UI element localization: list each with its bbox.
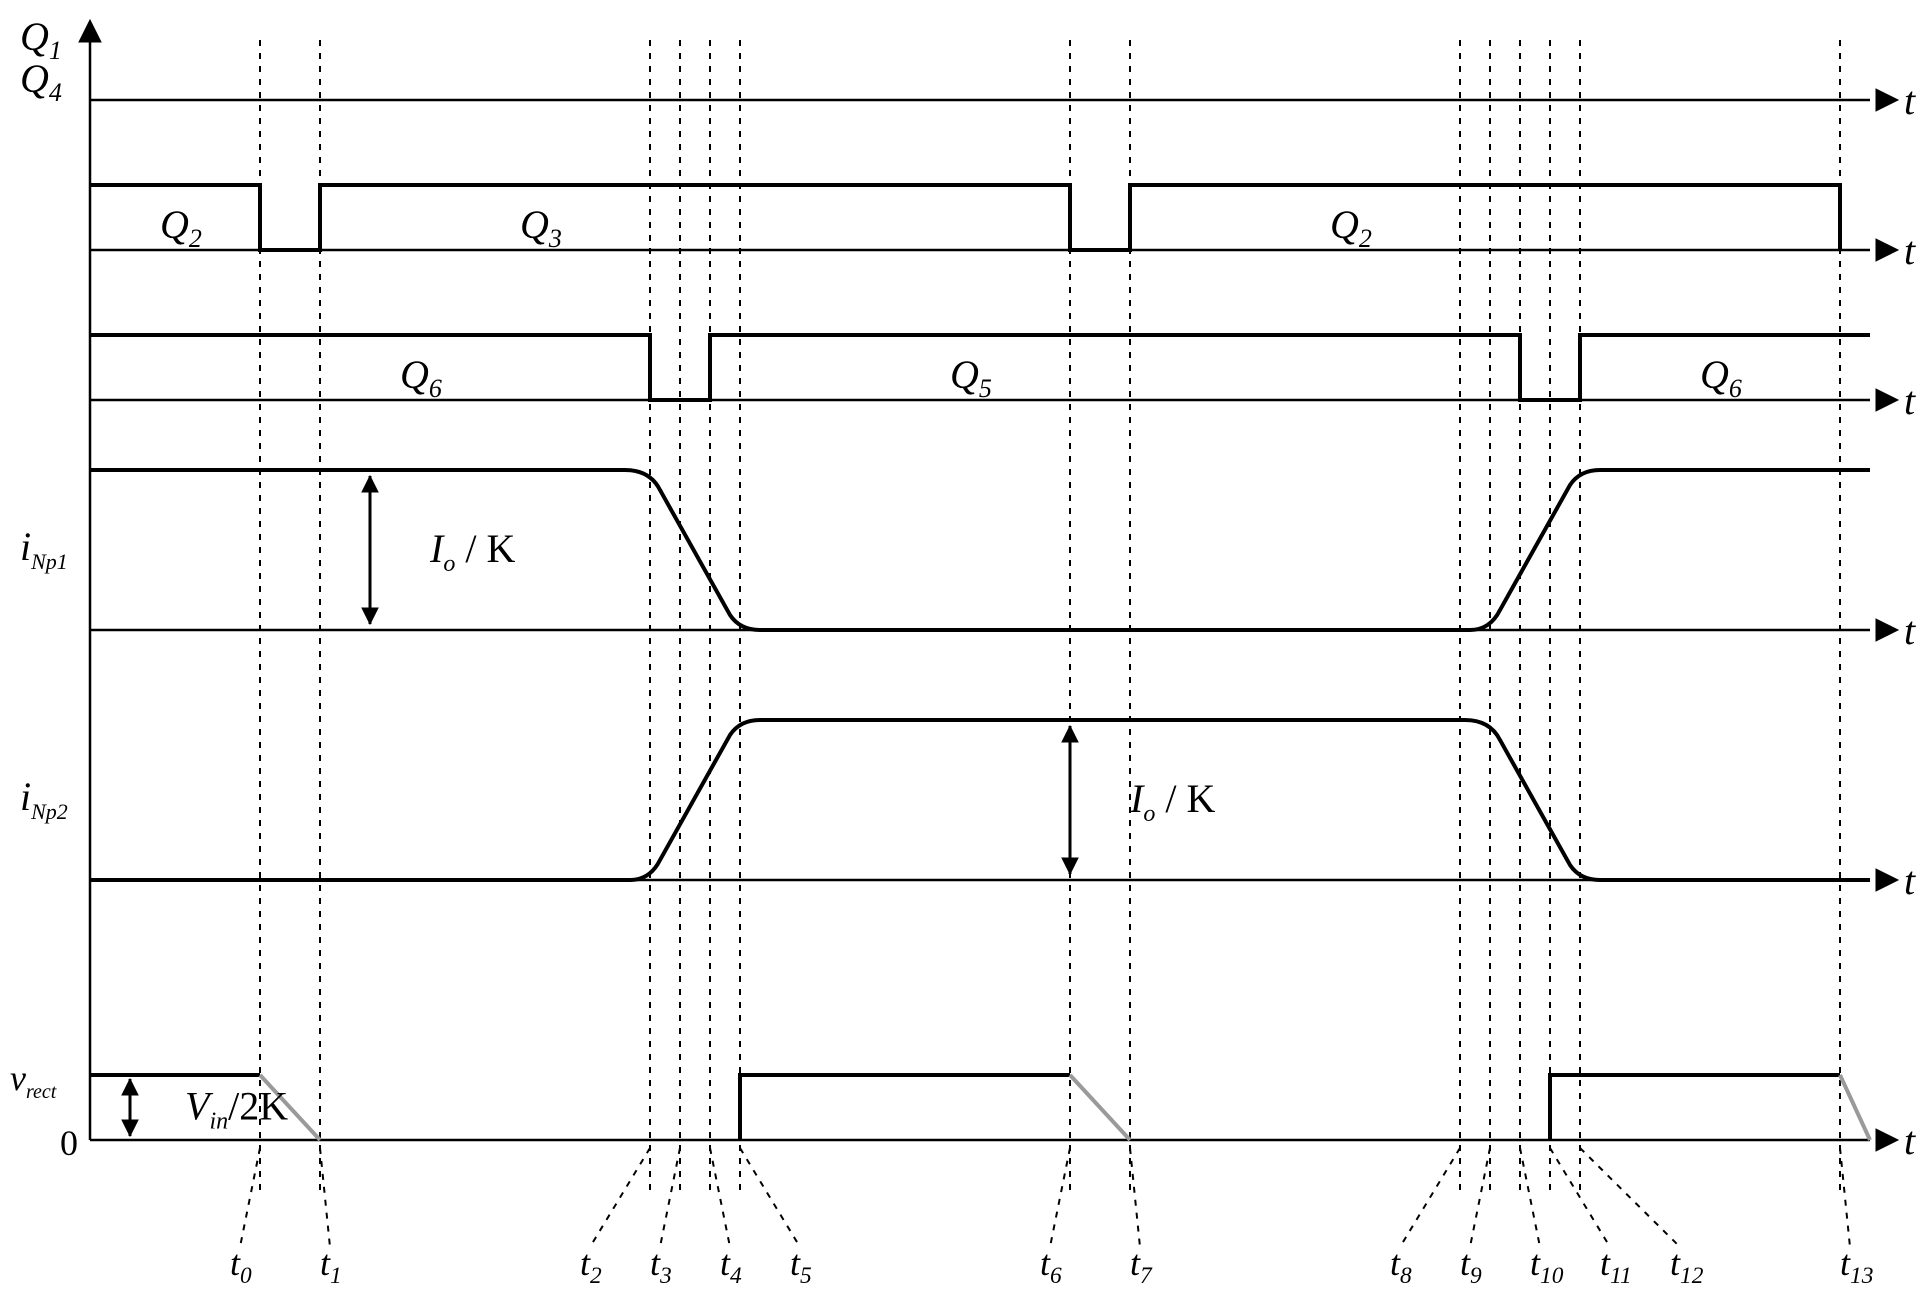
t-axis-label: t <box>1904 228 1916 273</box>
q6-label-a: Q6 <box>400 352 442 403</box>
tick-label-t10: t10 <box>1530 1243 1564 1289</box>
vrect-fall-1 <box>1070 1075 1130 1140</box>
q5-label: Q5 <box>950 352 992 403</box>
tick-label-t12: t12 <box>1670 1243 1704 1289</box>
tick-label-t8: t8 <box>1390 1243 1412 1289</box>
tick-label-t7: t7 <box>1130 1243 1153 1289</box>
vrect-pulse-2 <box>1550 1075 1840 1140</box>
tick-leader-t1 <box>320 1148 330 1247</box>
tick-label-t4: t4 <box>720 1243 742 1289</box>
t-axis-label: t <box>1904 858 1916 903</box>
tick-label-t9: t9 <box>1460 1243 1482 1289</box>
tick-leader-t10 <box>1520 1148 1540 1247</box>
inp1-label: iNp1 <box>20 524 68 574</box>
tick-leader-t12 <box>1580 1148 1680 1247</box>
tick-label-t6: t6 <box>1040 1243 1062 1289</box>
tick-label-t0: t0 <box>230 1243 252 1289</box>
q2-label-a: Q2 <box>160 202 202 253</box>
tick-leader-t6 <box>1050 1148 1070 1247</box>
tick-leader-t9 <box>1470 1148 1490 1247</box>
vrect-fall-2 <box>1840 1075 1870 1140</box>
tick-leader-t8 <box>1400 1148 1460 1247</box>
tick-leader-t7 <box>1130 1148 1140 1247</box>
tick-label-t13: t13 <box>1840 1243 1873 1289</box>
q2-label-b: Q2 <box>1330 202 1372 253</box>
inp2-amplitude-label: Io / K <box>1129 776 1215 827</box>
inp2-waveform <box>90 720 1870 880</box>
tick-leader-t3 <box>660 1148 680 1247</box>
q6-label-b: Q6 <box>1700 352 1742 403</box>
tick-label-t1: t1 <box>320 1243 342 1289</box>
q3-label: Q3 <box>520 202 562 253</box>
vrect-zero-label: 0 <box>60 1123 78 1163</box>
tick-label-t11: t11 <box>1600 1243 1632 1289</box>
t-axis-label: t <box>1904 378 1916 423</box>
t-axis-label: t <box>1904 1118 1916 1163</box>
inp1-amplitude-label: Io / K <box>429 526 515 577</box>
t-axis-label: t <box>1904 608 1916 653</box>
q2q3-waveform <box>90 185 1840 250</box>
tick-label-t2: t2 <box>580 1243 602 1289</box>
t-axis-label: t <box>1904 78 1916 123</box>
tick-label-t3: t3 <box>650 1243 672 1289</box>
inp2-label: iNp2 <box>20 774 68 824</box>
tick-leader-t0 <box>240 1148 260 1247</box>
vrect-label: vrect <box>10 1058 57 1103</box>
tick-leader-t4 <box>710 1148 730 1247</box>
tick-leader-t13 <box>1840 1148 1850 1247</box>
tick-label-t5: t5 <box>790 1243 812 1289</box>
tick-leader-t5 <box>740 1148 800 1247</box>
vrect-pulse-1 <box>740 1075 1070 1140</box>
inp1-waveform <box>90 470 1870 630</box>
vrect-amplitude-label: Vin/2K <box>185 1084 288 1135</box>
tick-leader-t2 <box>590 1148 650 1247</box>
timing-diagram: tQ1Q4tQ2Q3Q2tQ6Q5Q6tiNp1Io / KtiNp2Io / … <box>0 0 1922 1299</box>
